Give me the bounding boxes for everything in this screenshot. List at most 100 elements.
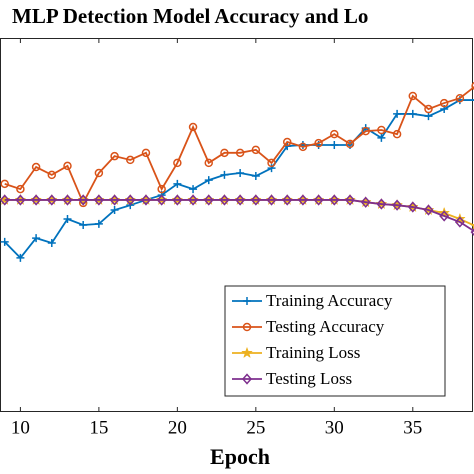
marker [188, 122, 198, 132]
marker [439, 98, 449, 108]
marker [109, 194, 120, 206]
marker [16, 184, 25, 194]
series-line [4, 199, 474, 233]
marker [156, 194, 167, 206]
marker [79, 221, 88, 229]
marker [203, 194, 214, 206]
marker [93, 194, 104, 206]
x-tick-label: 15 [89, 417, 108, 438]
marker [439, 210, 450, 222]
marker [47, 238, 56, 247]
legend-label: Training Accuracy [266, 291, 393, 310]
marker [31, 194, 42, 206]
plot-area [0, 81, 474, 262]
marker [423, 204, 434, 216]
marker [282, 137, 292, 147]
marker [361, 126, 370, 136]
marker [31, 162, 41, 172]
x-axis-label: Epoch [210, 444, 270, 469]
marker [15, 194, 26, 206]
marker [376, 198, 387, 210]
marker [377, 125, 386, 135]
marker [110, 206, 119, 215]
x-tick-label: 25 [246, 417, 265, 438]
marker [241, 373, 253, 385]
marker [140, 194, 151, 206]
legend: Training Accuracy Testing Accuracy Trainin… [224, 285, 446, 397]
marker [469, 224, 474, 232]
marker [236, 169, 245, 178]
marker [62, 194, 73, 206]
series-line [4, 85, 474, 206]
marker [392, 129, 402, 139]
chart-title: MLP Detection Model Accuracy and Lo [12, 4, 368, 28]
marker [251, 172, 260, 181]
marker [454, 216, 465, 228]
marker [78, 194, 89, 206]
legend-box [224, 285, 446, 397]
marker [220, 170, 229, 179]
marker [330, 140, 339, 149]
marker [266, 194, 277, 206]
marker [424, 112, 433, 121]
marker [47, 170, 57, 180]
marker [471, 99, 474, 101]
marker [250, 194, 261, 206]
marker [235, 148, 245, 158]
marker [360, 196, 371, 208]
marker [110, 151, 119, 161]
marker [204, 158, 213, 168]
marker [0, 237, 9, 246]
marker [126, 155, 135, 165]
marker [189, 185, 198, 194]
x-tick-label: 10 [11, 417, 30, 438]
marker [16, 253, 25, 262]
marker [0, 194, 10, 206]
marker [267, 164, 276, 173]
marker [455, 93, 465, 103]
marker [282, 194, 293, 206]
marker [242, 322, 252, 332]
marker [173, 179, 182, 188]
marker [345, 194, 356, 206]
marker [330, 129, 339, 139]
marker [251, 145, 261, 155]
legend-label: Testing Loss [266, 369, 352, 388]
marker [329, 194, 340, 206]
marker [188, 194, 199, 206]
marker [141, 148, 151, 158]
marker [408, 91, 418, 101]
marker [32, 234, 41, 243]
marker [393, 109, 402, 118]
marker [471, 81, 474, 90]
marker [46, 194, 57, 206]
marker [241, 346, 253, 359]
marker [298, 142, 308, 152]
marker [235, 194, 246, 206]
marker [125, 194, 136, 206]
marker [392, 199, 403, 211]
marker [243, 297, 251, 305]
marker [173, 158, 182, 168]
marker [63, 215, 72, 224]
marker [297, 194, 308, 206]
x-tick-label: 20 [168, 417, 187, 438]
marker [63, 161, 72, 171]
marker [157, 184, 166, 194]
marker [94, 219, 103, 228]
marker [408, 109, 417, 118]
marker [219, 194, 230, 206]
marker [267, 158, 276, 168]
marker [407, 201, 418, 213]
marker [204, 176, 213, 185]
marker [377, 133, 386, 142]
legend-label: Training Loss [266, 343, 360, 362]
x-tick-label: 35 [403, 417, 422, 438]
marker [220, 148, 229, 158]
marker [94, 168, 104, 178]
marker [424, 104, 433, 114]
marker [313, 194, 324, 206]
legend-label: Testing Accuracy [266, 317, 385, 336]
marker [314, 138, 323, 148]
